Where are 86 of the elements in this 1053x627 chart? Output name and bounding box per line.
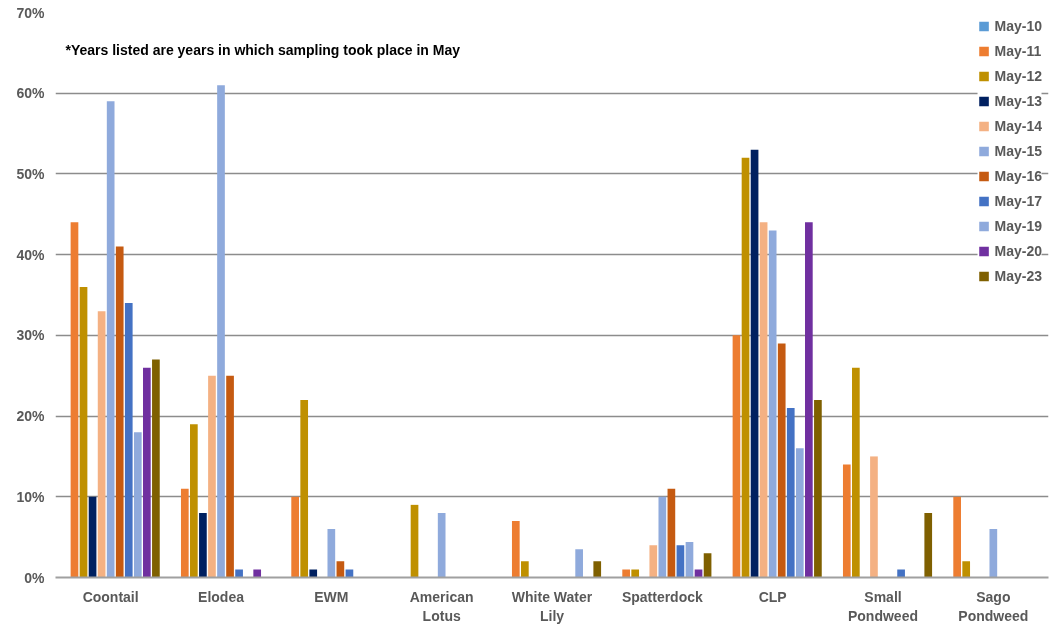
bar	[703, 553, 712, 578]
bar	[649, 545, 658, 578]
bar	[143, 367, 151, 578]
bar	[897, 569, 905, 578]
bar	[152, 359, 160, 578]
legend-label: May-13	[994, 93, 1042, 109]
bar	[962, 561, 971, 578]
bar	[685, 541, 694, 578]
bar	[786, 408, 795, 578]
bar	[658, 496, 667, 578]
y-tick-label: 70%	[16, 4, 46, 21]
y-tick-label: 50%	[16, 165, 46, 182]
bar	[741, 157, 750, 578]
bar	[79, 286, 88, 578]
bar	[575, 549, 583, 578]
bar	[622, 569, 630, 578]
bar	[180, 488, 189, 578]
bar	[694, 569, 703, 578]
x-tick-label: EWM	[314, 588, 349, 605]
x-tick-label: Small Pondweed	[848, 588, 919, 624]
bar	[842, 464, 851, 578]
legend-label: May-10	[994, 18, 1042, 34]
x-tick-label: Elodea	[198, 588, 245, 605]
annotation: *Years listed are years in which sampling took place in May	[65, 41, 461, 58]
bar	[253, 569, 262, 578]
bar	[208, 375, 216, 578]
bar	[795, 448, 804, 578]
bar	[870, 456, 878, 578]
bar	[593, 561, 602, 578]
bar	[106, 101, 115, 578]
y-tick-label: 40%	[16, 246, 46, 263]
y-tick-label: 10%	[16, 488, 46, 505]
bar	[852, 367, 860, 578]
bar	[190, 424, 198, 578]
bar	[521, 561, 529, 578]
legend-label: May-23	[994, 268, 1042, 284]
bar	[345, 569, 354, 578]
bar	[750, 149, 759, 578]
bar	[199, 512, 207, 578]
bar	[777, 343, 786, 578]
x-tick-label: American Lotus	[409, 588, 474, 624]
bar	[410, 504, 419, 578]
bar	[70, 222, 79, 578]
legend-label: May-11	[994, 43, 1042, 59]
y-tick-label: 60%	[16, 85, 46, 102]
bar	[989, 529, 998, 578]
bar	[124, 303, 133, 578]
bar	[133, 432, 142, 578]
bar	[953, 496, 961, 578]
bar	[327, 529, 336, 578]
bar	[291, 496, 299, 578]
bar	[924, 512, 933, 578]
x-tick-label: Coontail	[82, 588, 139, 605]
bar	[667, 488, 676, 578]
legend-label: May-20	[994, 243, 1042, 259]
bar	[336, 561, 345, 578]
bar	[732, 335, 741, 578]
bar	[309, 569, 318, 578]
bar	[759, 222, 768, 578]
bar	[814, 399, 822, 578]
x-tick-label: Spatterdock	[621, 588, 703, 605]
x-tick-label: CLP	[758, 588, 787, 605]
legend-label: May-15	[994, 143, 1042, 159]
bar	[511, 521, 520, 578]
y-tick-label: 20%	[16, 408, 46, 425]
bar	[805, 222, 813, 578]
legend-label: May-17	[994, 193, 1042, 209]
x-tick-label: White Water Lily	[511, 588, 593, 624]
x-tick-label: Sago Pondweed	[958, 588, 1029, 624]
legend-label: May-19	[994, 218, 1042, 234]
legend-label: May-14	[994, 118, 1042, 134]
bar	[235, 569, 243, 578]
legend-label: May-12	[994, 68, 1042, 84]
y-tick-label: 0%	[24, 569, 46, 586]
bar	[226, 375, 234, 578]
legend-label: May-16	[994, 168, 1042, 184]
bar	[115, 246, 124, 578]
bar	[676, 545, 685, 578]
bar	[300, 399, 309, 578]
bar	[88, 496, 97, 578]
bar	[217, 85, 225, 578]
y-tick-label: 30%	[16, 327, 46, 344]
bar	[97, 311, 106, 578]
bar	[768, 230, 777, 578]
bar	[437, 512, 446, 578]
bar	[631, 569, 640, 578]
